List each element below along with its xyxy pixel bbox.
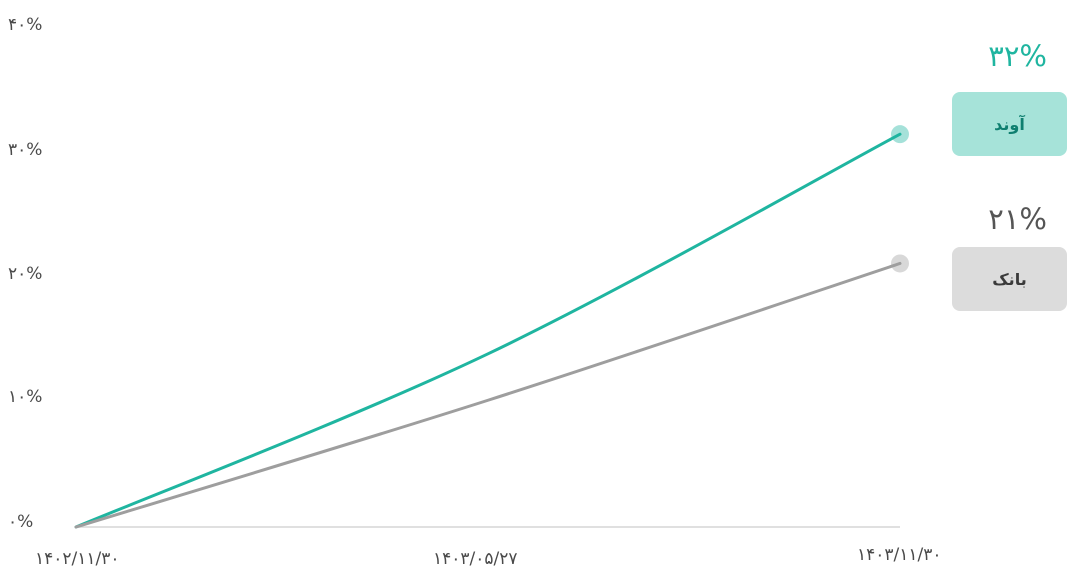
series-end-point — [891, 254, 909, 273]
legend: ۳۲% آوند ۲۱% بانک — [952, 0, 1067, 572]
y-tick-label: ۳۰% — [8, 140, 43, 160]
series-end-point — [891, 125, 909, 144]
y-tick-label: ۴۰% — [8, 15, 43, 35]
x-tick-label: ۱۴۰۳/۱۱/۳۰ — [857, 545, 942, 565]
avand-legend-badge: آوند — [952, 92, 1067, 156]
y-tick-label: ۲۰% — [8, 264, 43, 284]
series-line-bank — [74, 261, 902, 529]
x-tick-label: ۱۴۰۲/۱۱/۳۰ — [35, 549, 120, 569]
avand-percent-label: ۳۲% — [988, 39, 1047, 73]
y-tick-label: ۰% — [8, 512, 34, 532]
bank-percent-label: ۲۱% — [988, 202, 1047, 236]
bank-legend-badge: بانک — [952, 247, 1067, 311]
x-tick-label: ۱۴۰۳/۰۵/۲۷ — [433, 549, 518, 569]
series-layer — [74, 125, 909, 529]
y-tick-label: ۱۰% — [8, 387, 43, 407]
series-line-avand — [74, 132, 902, 529]
